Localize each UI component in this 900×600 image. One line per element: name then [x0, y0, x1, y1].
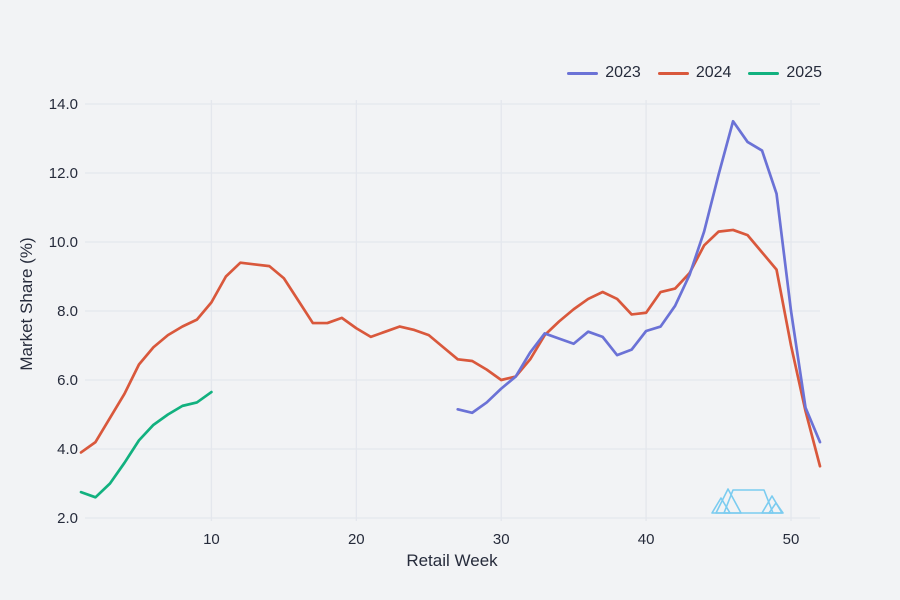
watermark-logo-icon	[768, 502, 784, 514]
legend-label: 2023	[605, 64, 641, 81]
x-tick-label: 40	[638, 531, 655, 548]
series-line-2025	[79, 390, 213, 499]
legend-label: 2024	[695, 64, 732, 81]
y-tick-label: 8.0	[57, 303, 78, 320]
series-line-2024	[79, 228, 822, 468]
legend-swatch-2023	[567, 71, 599, 75]
legend-swatch-2024	[657, 71, 689, 75]
x-tick-label: 10	[203, 531, 220, 548]
y-tick-label: 6.0	[57, 372, 78, 389]
legend: 2023 2024 2025	[567, 64, 822, 82]
legend-swatch-2025	[748, 71, 780, 75]
x-axis-title: Retail Week	[406, 551, 498, 570]
y-tick-label: 14.0	[49, 96, 78, 113]
x-tick-label: 50	[783, 531, 800, 548]
y-axis-title: Market Share (%)	[17, 237, 36, 371]
legend-item-2025[interactable]: 2025	[748, 64, 822, 82]
legend-label: 2025	[786, 64, 822, 81]
series-line-2023	[456, 119, 822, 444]
legend-item-2023[interactable]: 2023	[567, 64, 641, 82]
x-tick-label: 20	[348, 531, 365, 548]
y-tick-label: 4.0	[57, 441, 78, 458]
watermark-logo-icon	[723, 489, 774, 514]
y-tick-label: 2.0	[57, 510, 78, 527]
y-tick-label: 10.0	[49, 234, 78, 251]
y-tick-label: 12.0	[49, 165, 78, 182]
x-tick-label: 30	[493, 531, 510, 548]
legend-item-2024[interactable]: 2024	[657, 64, 732, 82]
